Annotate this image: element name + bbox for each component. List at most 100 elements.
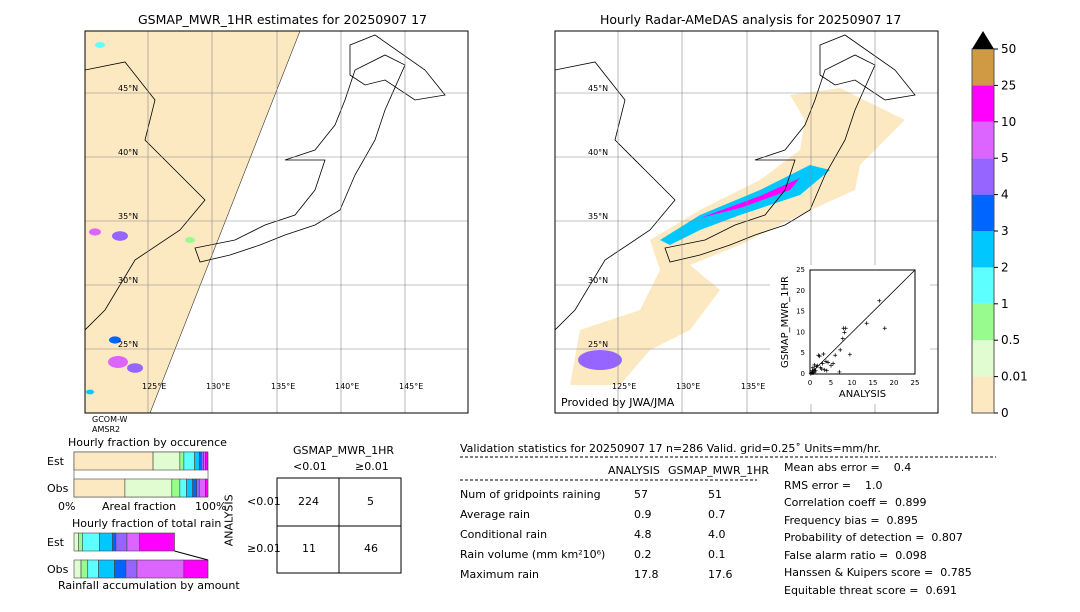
lon-label: 140°E <box>335 382 359 391</box>
stacked-bar-segment <box>136 559 185 579</box>
cell-11: 46 <box>364 542 378 555</box>
cell-01: 5 <box>367 495 374 508</box>
stacked-bar-segment <box>126 532 140 552</box>
occurrence-title: Hourly fraction by occurence <box>68 436 227 449</box>
scatter-point <box>882 326 887 331</box>
stacked-bar-segment <box>201 451 205 471</box>
scatter-point <box>833 353 838 358</box>
stacked-bar-segment <box>203 451 206 471</box>
rain-patch <box>95 42 105 48</box>
cell-10: 11 <box>302 542 316 555</box>
stacked-bar-segment <box>186 478 193 498</box>
maps-svg: 125°E 130°E 135°E 140°E 145°E 45°N 40°N 35°N 30°… <box>84 30 1028 420</box>
rain-patch <box>86 389 94 395</box>
score-line: False alarm ratio = 0.098 <box>784 548 927 562</box>
data-credit: Provided by JWA/JMA <box>561 396 675 409</box>
lon-label: 135°E <box>271 382 295 391</box>
scatter-point <box>826 360 831 365</box>
scatter-point <box>820 361 825 366</box>
lon-label: 145°E <box>399 382 423 391</box>
right-map-title: Hourly Radar-AMeDAS analysis for 2025090… <box>600 12 902 27</box>
score-line: Mean abs error = 0.4 <box>784 461 912 474</box>
scatter-point <box>821 352 826 357</box>
stacked-bar-segment <box>192 478 197 498</box>
gsmap-value: 51 <box>708 488 722 501</box>
contingency-row-label: ANALYSIS <box>222 494 236 547</box>
colorbar-segment <box>972 158 994 195</box>
stacked-bar-segment <box>73 478 126 498</box>
stacked-bar-segment <box>194 451 200 471</box>
colorbar-label: 0.01 <box>1001 370 1028 384</box>
scatter-xtick: 15 <box>869 379 878 387</box>
analysis-value: 17.8 <box>634 568 659 581</box>
colorbar-extend-arrow <box>972 31 994 49</box>
scatter-point <box>822 367 827 372</box>
rain-patch <box>185 237 195 243</box>
lon-label: 130°E <box>676 382 700 391</box>
colorbar-segment <box>972 303 994 341</box>
stacked-bar-segment <box>196 478 200 498</box>
hokkaido-coastline <box>819 34 916 101</box>
lat-label: 40°N <box>588 148 608 157</box>
analysis-rain-patch <box>578 350 622 370</box>
lon-label: 125°E <box>142 382 166 391</box>
scatter-point <box>838 347 843 352</box>
row-label: Conditional rain <box>460 528 548 541</box>
scatter-diagonal <box>809 269 916 375</box>
stacked-bar-segment <box>205 478 208 498</box>
score-line: Hanssen & Kuipers score = 0.785 <box>784 566 972 579</box>
satellite-label-1: GCOM-W <box>92 415 128 424</box>
analysis-value: 4.8 <box>634 528 652 541</box>
stacked-bar-segment <box>114 559 127 579</box>
rain-fraction-title: Hourly fraction of total rain <box>72 517 222 530</box>
lat-label: 35°N <box>588 212 608 221</box>
stacked-bar-segment <box>179 451 185 471</box>
analysis-rain-area <box>570 88 905 385</box>
occ-xtick-left: 0% <box>58 500 76 513</box>
row-label: Num of gridpoints raining <box>460 488 601 501</box>
colorbar-segment <box>972 340 994 377</box>
rain-xlabel: Rainfall accumulation by amount <box>58 579 240 592</box>
japan-coastline <box>194 54 406 263</box>
stacked-bar-segment <box>179 478 187 498</box>
scatter-xtick: 5 <box>829 379 833 387</box>
rain-patch <box>127 363 143 373</box>
contingency-title: GSMAP_MWR_1HR <box>293 444 395 457</box>
lat-label: 40°N <box>118 148 138 157</box>
lat-label: 25°N <box>118 340 138 349</box>
lat-label: 45°N <box>118 84 138 93</box>
stacked-bar-segment <box>98 559 115 579</box>
gsmap-value: 0.1 <box>708 548 726 561</box>
scatter-ylabel: GSMAP_MWR_1HR <box>780 276 791 368</box>
rain-patch <box>109 336 121 344</box>
stacked-bar-segment <box>183 451 195 471</box>
connector-line <box>174 550 209 561</box>
scatter-point <box>815 363 820 368</box>
scatter-xlabel: ANALYSIS <box>839 389 886 400</box>
stacked-bar-segment <box>198 478 206 498</box>
scatter-point <box>813 368 818 373</box>
colorbar-segment <box>972 376 994 413</box>
stacked-bar-segment <box>73 559 82 579</box>
colorbar-label: 3 <box>1001 224 1009 238</box>
rain-patch <box>89 228 101 236</box>
row-label: Rain volume (mm km²10⁶) <box>460 548 606 561</box>
score-line: RMS error = 1.0 <box>784 478 883 492</box>
analysis-value: 0.2 <box>634 548 652 561</box>
stacked-bar-segment <box>152 451 181 471</box>
contingency-row-1: <0.01 <box>247 495 281 508</box>
colorbar-segment <box>972 49 994 86</box>
scatter-point <box>877 298 882 303</box>
scatter-point <box>824 368 829 373</box>
scatter-ytick: 0 <box>801 370 805 378</box>
score-line: Frequency bias = 0.895 <box>784 513 919 527</box>
stacked-bar-segment <box>73 532 79 552</box>
colorbar-segment <box>972 121 994 159</box>
score-line: Equitable threat score = 0.691 <box>784 583 957 597</box>
occ-est-label: Est <box>47 455 64 468</box>
lon-label: 130°E <box>206 382 230 391</box>
colorbar-label: 2 <box>1001 260 1009 274</box>
stacked-bar-segment <box>205 451 209 471</box>
contingency-col-1: <0.01 <box>293 460 327 473</box>
left-map: 125°E 130°E 135°E 140°E 145°E 45°N 40°N 35°N 30°… <box>85 31 468 413</box>
